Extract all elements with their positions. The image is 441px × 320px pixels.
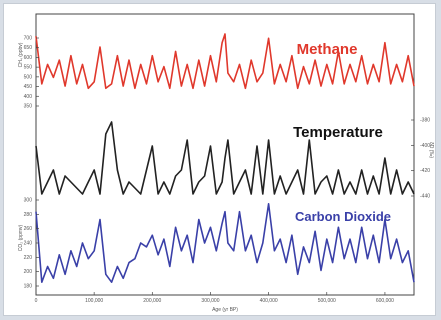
temperature-label: Temperature	[293, 124, 383, 141]
methane-y-tick-label: 600	[24, 55, 33, 61]
co2-panel: Carbon Dioxide CO₂ (ppmv)	[18, 203, 415, 283]
x-tick-label: 100,000	[85, 298, 103, 304]
methane-y-tick-label: 650	[24, 45, 33, 51]
temperature-y-tick-label: -380	[420, 118, 430, 124]
temperature-y-axis-label: δD (‰)	[428, 142, 434, 158]
x-axis-label: Age (yr BP)	[212, 307, 238, 313]
co2-y-tick-label: 300	[24, 198, 33, 204]
axis-ticks: 700 650 600 550 500 450 400 350 -380 -400 -420 -440…	[24, 36, 431, 305]
methane-y-tick-label: 500	[24, 74, 33, 80]
methane-y-tick-label: 450	[24, 84, 33, 90]
co2-y-axis-label: CO₂ (ppmv)	[18, 224, 24, 251]
x-tick-label: 400,000	[260, 298, 278, 304]
co2-y-tick-label: 180	[24, 284, 33, 290]
x-tick-label: 600,000	[376, 298, 394, 304]
methane-y-tick-label: 400	[24, 94, 33, 100]
methane-y-axis-label: CH₄ (ppbv)	[18, 42, 24, 67]
temperature-line	[35, 121, 415, 195]
co2-y-tick-label: 260	[24, 226, 33, 232]
x-tick-label: 0	[35, 298, 38, 304]
co2-y-tick-label: 220	[24, 255, 33, 261]
x-tick-label: 300,000	[201, 298, 219, 304]
temperature-panel: Temperature δD (‰)	[35, 121, 434, 195]
methane-line	[35, 33, 415, 90]
methane-y-tick-label: 550	[24, 65, 33, 71]
methane-y-tick-label: 700	[24, 36, 33, 42]
co2-y-tick-label: 200	[24, 269, 33, 275]
methane-y-tick-label: 350	[24, 104, 33, 110]
co2-y-tick-label: 240	[24, 241, 33, 247]
co2-label: Carbon Dioxide	[295, 209, 391, 224]
x-tick-label: 200,000	[143, 298, 161, 304]
co2-y-tick-label: 280	[24, 212, 33, 218]
x-tick-label: 500,000	[318, 298, 336, 304]
temperature-y-tick-label: -400	[420, 143, 430, 149]
temperature-y-tick-label: -440	[420, 194, 430, 200]
methane-label: Methane	[297, 41, 358, 58]
co2-line	[35, 203, 415, 283]
temperature-y-tick-label: -420	[420, 168, 430, 174]
methane-panel: Methane CH₄ (ppbv)	[18, 33, 415, 90]
